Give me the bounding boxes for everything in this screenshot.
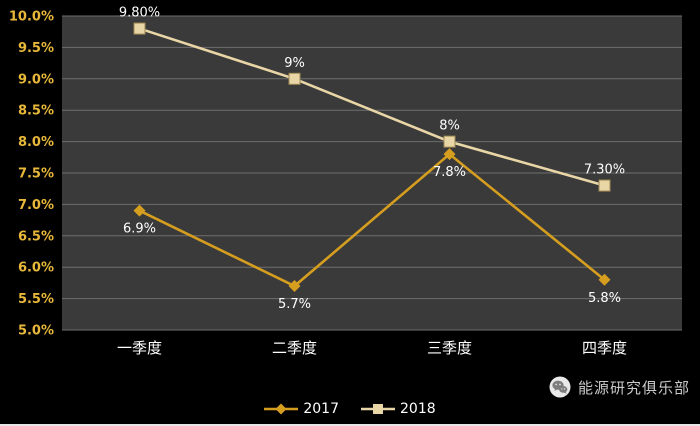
x-tick-label: 四季度 (582, 339, 627, 357)
legend-label: 2018 (400, 401, 436, 417)
y-tick-label: 5.5% (18, 292, 54, 307)
y-tick-label: 9.5% (18, 41, 54, 56)
square-marker (599, 180, 610, 191)
data-label: 7.8% (433, 165, 466, 180)
legend-marker (264, 402, 298, 416)
data-label: 8% (439, 119, 460, 134)
legend-item-2017: 2017 (264, 401, 339, 417)
data-label: 6.9% (123, 222, 156, 237)
data-label: 9% (284, 56, 305, 71)
y-tick-label: 10.0% (9, 10, 54, 25)
legend-marker (361, 402, 395, 416)
brand-name: 能源研究俱乐部 (578, 377, 690, 398)
data-label: 5.7% (278, 297, 311, 312)
square-marker (444, 136, 455, 147)
x-tick-label: 一季度 (117, 339, 162, 357)
legend-item-2018: 2018 (361, 401, 436, 417)
data-label: 7.30% (584, 163, 625, 178)
y-tick-label: 6.0% (18, 261, 54, 276)
square-marker (289, 73, 300, 84)
chart-legend: 2017 2018 (0, 401, 700, 417)
chart-canvas: 5.0% 5.5% 6.0% 6.5% 7.0% 7.5% 8.0% 8.5% 9.0% 9.5%… (0, 0, 700, 426)
brand-footer: 能源研究俱乐部 (549, 376, 690, 398)
x-tick-label: 二季度 (272, 339, 317, 357)
x-tick-label: 三季度 (427, 339, 472, 357)
y-tick-label: 6.5% (18, 229, 54, 244)
square-marker (134, 23, 145, 34)
y-tick-label: 9.0% (18, 72, 54, 87)
data-label: 9.80% (119, 6, 160, 21)
y-tick-label: 7.5% (18, 167, 54, 182)
line-chart: 5.0% 5.5% 6.0% 6.5% 7.0% 7.5% 8.0% 8.5% 9.0% 9.5%… (0, 0, 700, 358)
y-tick-label: 8.5% (18, 104, 54, 119)
wechat-icon (549, 376, 571, 398)
data-label: 5.8% (588, 291, 621, 306)
legend-label: 2017 (303, 401, 339, 417)
y-tick-label: 8.0% (18, 135, 54, 150)
y-tick-label: 7.0% (18, 198, 54, 213)
y-tick-label: 5.0% (18, 324, 54, 339)
